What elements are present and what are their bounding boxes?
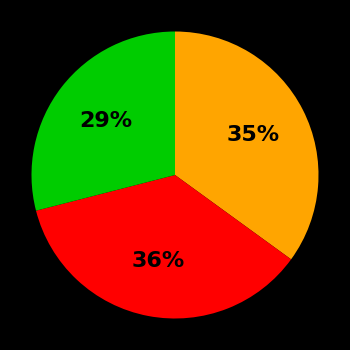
Text: 29%: 29% [79, 111, 132, 131]
Text: 35%: 35% [226, 125, 280, 145]
Text: 36%: 36% [132, 251, 185, 271]
Wedge shape [175, 32, 318, 259]
Wedge shape [32, 32, 175, 211]
Wedge shape [36, 175, 291, 318]
